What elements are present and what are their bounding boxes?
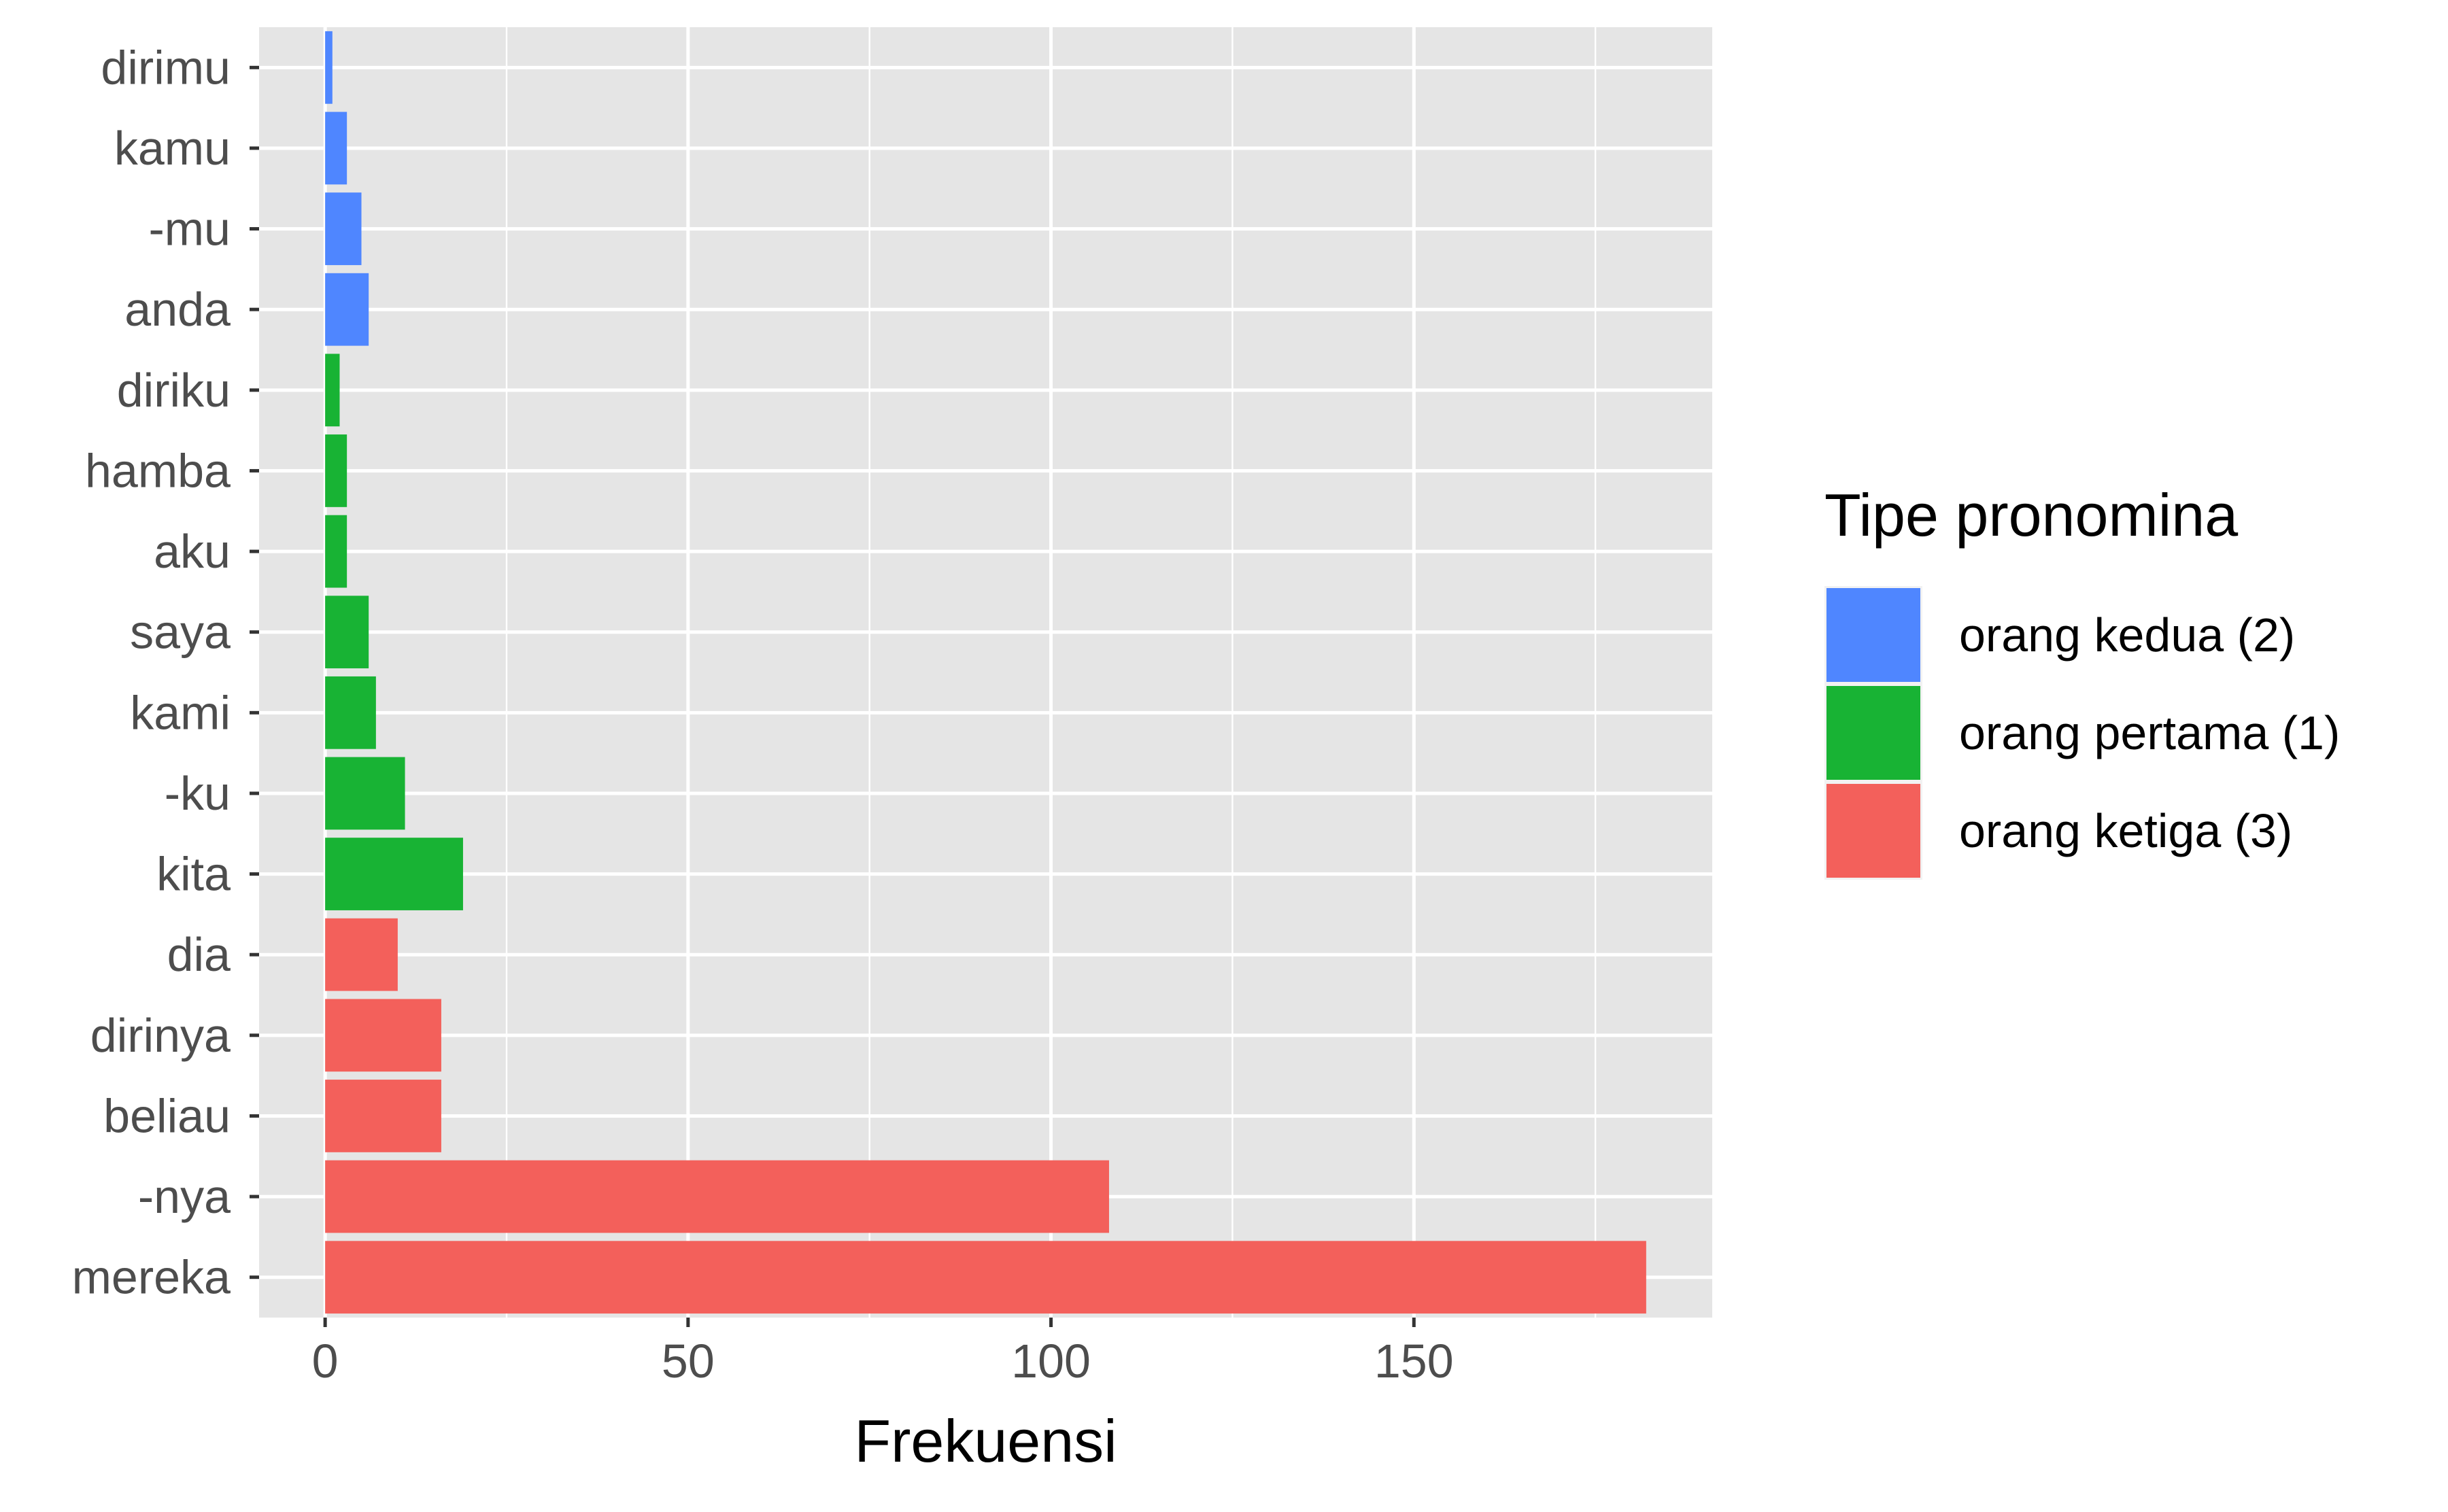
bar-dia [325,918,398,991]
x-tick-label: 150 [1374,1335,1454,1388]
legend-label: orang pertama (1) [1959,706,2340,759]
y-tick-label: saya [130,606,231,659]
y-tick-label: diriku [117,364,231,417]
x-tick-label: 100 [1011,1335,1091,1388]
legend-key [1826,784,1920,878]
y-tick-label: kamu [114,122,231,175]
bar-dirinya [325,999,441,1072]
bar-mereka [325,1241,1646,1314]
bar-diriku [325,354,340,427]
x-tick-label: 0 [312,1335,339,1388]
y-tick-label: -mu [148,203,231,256]
legend-title: Tipe pronomina [1824,481,2238,549]
bar--ku [325,757,405,830]
bar-kami [325,676,376,749]
y-axis: dirimu kamu -mu anda diriku hamba aku saya kami -… [72,41,259,1304]
legend-key [1826,686,1920,780]
x-tick-label: 50 [662,1335,715,1388]
y-tick-label: -nya [138,1170,231,1223]
bar-aku [325,515,347,588]
y-tick-label: dia [167,928,231,981]
bars [325,31,1646,1314]
y-tick-label: hamba [85,444,231,497]
legend: Tipe pronomina orang kedua (2) orang pert… [1824,481,2340,880]
bar-hamba [325,434,347,507]
bar-saya [325,596,369,669]
y-tick-label: mereka [72,1251,231,1304]
y-tick-label: dirinya [90,1009,231,1062]
bar-dirimu [325,31,333,104]
legend-key [1826,588,1920,682]
plot-panel [259,27,1712,1318]
y-tick-label: dirimu [101,41,231,94]
bar-kamu [325,111,347,185]
y-tick-label: kami [130,686,231,739]
legend-label: orang kedua (2) [1959,608,2295,662]
bar-beliau [325,1080,441,1152]
major-gridlines [259,27,1712,1318]
y-tick-label: kita [156,848,231,901]
legend-label: orang ketiga (3) [1959,804,2292,857]
bar--mu [325,192,362,265]
minor-gridlines [505,27,1597,1318]
bar-kita [325,838,463,910]
bar-anda [325,273,369,346]
y-tick-label: anda [124,283,231,336]
x-axis-title: Frekuensi [854,1407,1117,1475]
y-tick-label: aku [154,525,231,578]
x-axis: 0 50 100 150 [312,1318,1454,1388]
bar--nya [325,1160,1109,1233]
y-tick-label: beliau [103,1089,231,1142]
y-tick-label: -ku [165,767,231,820]
